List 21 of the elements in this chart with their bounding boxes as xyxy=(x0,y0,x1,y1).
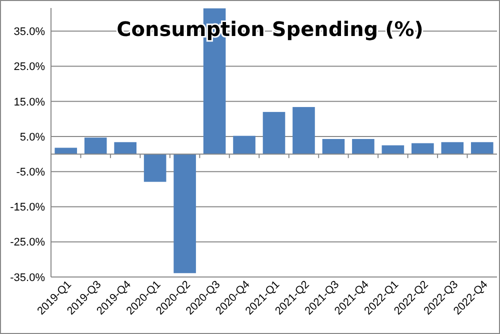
bar xyxy=(262,112,286,154)
y-tick-label: -35.0% xyxy=(10,272,46,284)
bar xyxy=(441,142,464,154)
bar xyxy=(322,138,345,154)
bar xyxy=(84,138,107,154)
y-tick-label: -15.0% xyxy=(10,202,46,214)
y-tick-label: 15.0% xyxy=(14,96,46,108)
y-tick-label: -5.0% xyxy=(16,166,46,178)
bar xyxy=(352,138,374,154)
bar xyxy=(412,143,434,154)
bar xyxy=(174,154,196,274)
bar xyxy=(114,142,136,154)
bar xyxy=(292,107,315,154)
bar xyxy=(382,145,404,154)
y-tick-label: 35.0% xyxy=(14,26,46,38)
y-tick-label: -25.0% xyxy=(10,236,46,249)
bar xyxy=(233,136,256,154)
y-tick-label: 5.0% xyxy=(20,131,46,144)
bar xyxy=(144,154,166,182)
bar xyxy=(470,142,494,154)
y-tick-label: 25.0% xyxy=(14,61,46,74)
